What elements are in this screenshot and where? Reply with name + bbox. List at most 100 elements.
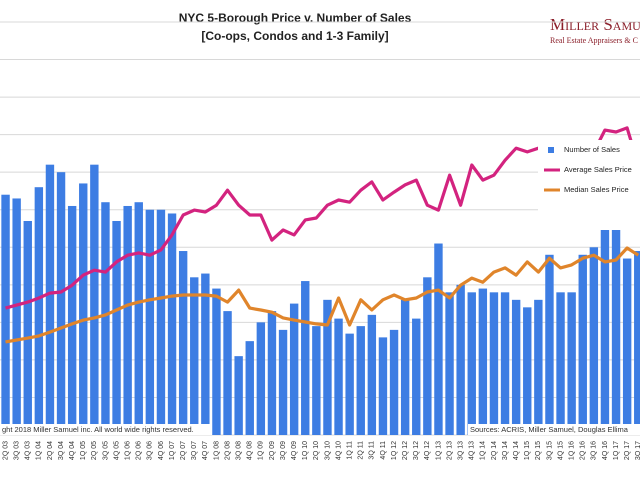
bar — [423, 277, 432, 435]
bar — [356, 326, 365, 435]
bar — [178, 251, 188, 435]
bar — [367, 314, 377, 435]
x-tick-label: 1Q 05 — [80, 441, 87, 460]
x-tick-label: 3Q 10 — [324, 441, 331, 460]
bar — [267, 311, 277, 435]
x-tick-label: 3Q 14 — [502, 441, 509, 460]
x-tick-label: 2Q 12 — [402, 441, 409, 460]
bar — [23, 220, 32, 435]
x-tick-label: 4Q 07 — [202, 441, 209, 460]
bar — [600, 228, 610, 435]
bar — [278, 329, 288, 435]
x-tick-label: 2Q 04 — [47, 441, 54, 460]
bar — [201, 273, 210, 435]
x-tick-label: 3Q 11 — [369, 441, 376, 460]
bar — [434, 243, 443, 435]
bar — [312, 326, 321, 435]
x-tick-label: 3Q 04 — [58, 441, 65, 460]
x-tick-label: 4Q 06 — [158, 441, 165, 460]
copyright: ght 2018 Miller Samuel inc. All world wi… — [2, 425, 194, 434]
legend-swatch — [548, 147, 554, 153]
x-tick-label: 1Q 13 — [435, 441, 442, 460]
bar — [511, 299, 521, 435]
bar — [478, 288, 488, 435]
x-tick-label: 3Q 09 — [280, 441, 287, 460]
sources-box — [468, 424, 640, 435]
bar — [378, 337, 388, 435]
x-tick-label: 4Q 16 — [602, 441, 609, 460]
bar — [90, 164, 99, 435]
bar — [145, 209, 155, 435]
x-tick-label: 3Q 12 — [413, 441, 420, 460]
x-tick-label: 2Q 15 — [535, 441, 542, 460]
bar — [212, 288, 221, 435]
bar — [634, 251, 640, 435]
bar — [245, 341, 254, 435]
brand: Miller Samuel — [550, 15, 640, 34]
bar — [389, 329, 399, 435]
x-tick-label: 1Q 17 — [613, 441, 620, 460]
x-tick-label: 1Q 14 — [480, 441, 487, 460]
bar — [456, 284, 465, 435]
x-tick-label: 4Q 15 — [557, 441, 564, 460]
bar — [489, 292, 499, 435]
bar — [301, 281, 310, 435]
bar — [134, 202, 143, 435]
x-tick-label: 4Q 12 — [424, 441, 431, 460]
x-tick-label: 1Q 08 — [213, 441, 220, 460]
bar — [412, 318, 421, 435]
sources: Sources: ACRIS, Miller Samuel, Douglas E… — [470, 425, 629, 434]
x-tick-label: 1Q 15 — [524, 441, 531, 460]
bar — [400, 299, 410, 435]
x-tick-label: 3Q 05 — [102, 441, 109, 460]
chart-subtitle: [Co-ops, Condos and 1-3 Family] — [201, 29, 388, 43]
bar — [56, 172, 66, 435]
bar — [589, 247, 599, 435]
legend-label: Median Sales Price — [564, 185, 629, 194]
bar — [123, 205, 132, 435]
x-tick-label: 1Q 12 — [391, 441, 398, 460]
bar — [500, 292, 510, 435]
x-tick-label: 2Q 10 — [313, 441, 320, 460]
x-tick-label: 4Q 08 — [247, 441, 254, 460]
x-tick-label: 2Q 11 — [358, 441, 365, 460]
bar — [223, 311, 232, 435]
x-tick-label: 1Q 09 — [258, 441, 265, 460]
x-tick-label: 2Q 07 — [180, 441, 187, 460]
bar — [523, 307, 532, 435]
bar — [323, 299, 332, 435]
x-tick-label: 4Q 10 — [335, 441, 342, 460]
bar — [567, 292, 576, 435]
x-tick-label: 3Q 15 — [546, 441, 553, 460]
legend-box — [538, 140, 640, 230]
x-tick-label: 4Q 11 — [380, 441, 387, 460]
x-tick-label: 3Q 06 — [147, 441, 154, 460]
bar — [45, 164, 55, 435]
x-tick-label: 4Q 13 — [469, 441, 476, 460]
bar — [12, 198, 21, 435]
bar — [289, 303, 299, 435]
x-tick-label: 4Q 14 — [513, 441, 520, 460]
bar — [167, 213, 177, 435]
line-series — [5, 126, 640, 310]
x-tick-label: 3Q 13 — [457, 441, 464, 460]
x-tick-label: 2Q 03 — [2, 441, 9, 460]
bar — [556, 292, 565, 435]
bar — [445, 292, 454, 435]
chart-title: NYC 5-Borough Price v. Number of Sales — [179, 11, 412, 25]
x-tick-label: 2Q 14 — [491, 441, 498, 460]
x-tick-label: 1Q 11 — [346, 441, 353, 460]
x-tick-label: 4Q 04 — [69, 441, 76, 460]
x-tick-label: 1Q 10 — [302, 441, 309, 460]
bar — [334, 318, 343, 435]
x-tick-label: 1Q 16 — [568, 441, 575, 460]
bar — [1, 194, 10, 435]
x-tick-label: 4Q 09 — [291, 441, 298, 460]
bar — [79, 183, 88, 435]
x-tick-label: 2Q 16 — [580, 441, 587, 460]
x-tick-label: 3Q 07 — [191, 441, 198, 460]
bar — [190, 277, 199, 435]
bar — [112, 220, 121, 435]
x-tick-label: 2Q 05 — [91, 441, 98, 460]
